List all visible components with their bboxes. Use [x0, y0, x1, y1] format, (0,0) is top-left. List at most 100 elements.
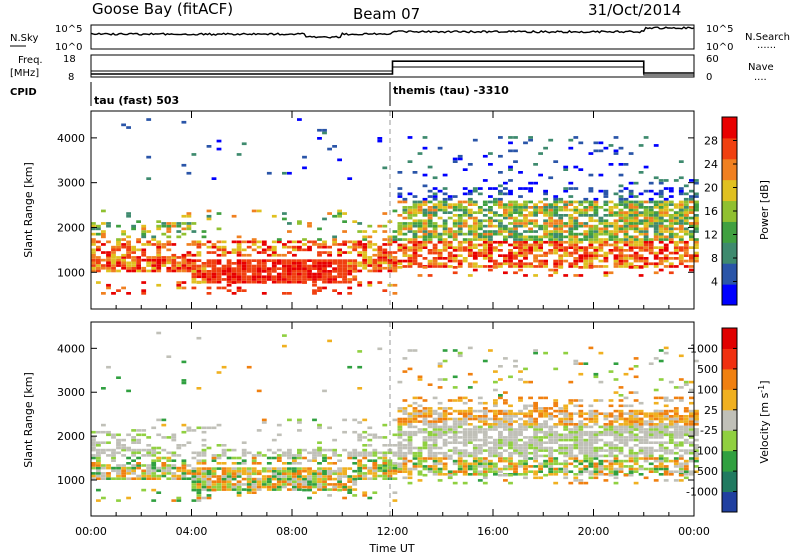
scatter-cell [663, 259, 669, 263]
scatter-cell [452, 214, 458, 217]
scatter-cell [578, 470, 584, 473]
scatter-cell [266, 456, 272, 460]
scatter-cell [583, 206, 589, 209]
scatter-cell [372, 230, 378, 233]
scatter-cell [648, 246, 654, 249]
scatter-cell [427, 420, 433, 423]
scatter-cell [121, 286, 126, 290]
scatter-cell [397, 449, 403, 452]
scatter-cell [467, 189, 473, 193]
scatter-cell [397, 249, 403, 252]
scatter-cell [673, 222, 679, 225]
scatter-cell [402, 420, 408, 423]
scatter-cell [297, 245, 302, 249]
scatter-cell [231, 292, 237, 295]
scatter-cell [106, 365, 111, 369]
scatter-cell [694, 240, 699, 244]
scatter-cell [648, 219, 654, 223]
scatter-cell [427, 235, 433, 239]
scatter-cell [106, 474, 111, 478]
scatter-cell [382, 251, 388, 254]
scatter-cell [618, 214, 624, 217]
scatter-cell [161, 448, 167, 452]
scatter-cell [472, 257, 478, 260]
scatter-cell [327, 477, 332, 481]
scatter-cell [297, 475, 302, 478]
scatter-cell [462, 206, 468, 209]
scatter-cell [276, 475, 282, 478]
scatter-cell [271, 438, 277, 442]
scatter-cell [317, 251, 322, 254]
scatter-cell [332, 262, 337, 265]
scatter-cell [437, 412, 443, 415]
scatter-cell [503, 224, 508, 228]
scatter-cell [533, 420, 538, 423]
scatter-cell [332, 451, 337, 455]
scatter-cell [241, 462, 247, 465]
scatter-cell [432, 208, 438, 212]
scatter-cell [206, 472, 212, 476]
scatter-cell [668, 222, 674, 225]
scatter-cell [538, 249, 543, 252]
scatter-cell [337, 253, 342, 257]
scatter-cell [558, 249, 564, 252]
scatter-cell [186, 441, 192, 444]
scatter-cell [352, 480, 358, 483]
scatter-cell [623, 404, 629, 408]
scatter-cell [503, 457, 508, 460]
scatter-cell [402, 357, 408, 360]
scatter-cell [673, 251, 679, 255]
scatter-cell [282, 485, 287, 489]
scatter-cell [648, 249, 654, 252]
scatter-cell [392, 469, 398, 473]
scatter-cell [608, 454, 614, 458]
scatter-cell [216, 240, 222, 244]
scatter-cell [508, 454, 513, 458]
scatter-cell [498, 454, 503, 458]
scatter-cell [312, 289, 317, 292]
scatter-cell [673, 203, 679, 206]
scatter-cell [287, 240, 292, 244]
scatter-cell [568, 428, 574, 431]
scatter-cell [322, 472, 327, 476]
scatter-cell [653, 459, 659, 463]
scatter-cell [673, 417, 679, 421]
scatter-cell [643, 211, 649, 214]
scatter-cell [372, 266, 378, 270]
scatter-cell [347, 365, 353, 369]
scatter-cell [337, 264, 342, 268]
scatter-cell [206, 264, 212, 268]
scatter-cell [251, 248, 257, 252]
scatter-cell [231, 270, 237, 273]
scatter-cell [658, 203, 664, 206]
scatter-cell [256, 389, 262, 393]
scatter-cell [648, 425, 654, 429]
scatter-cell [553, 259, 559, 263]
scatter-cell [628, 195, 634, 198]
scatter-cell [251, 278, 257, 281]
scatter-cell [287, 270, 292, 273]
scatter-cell [151, 448, 157, 452]
scatter-cell [503, 436, 508, 439]
scatter-cell [673, 412, 679, 415]
scatter-cell [653, 412, 659, 415]
scatter-cell [126, 248, 131, 252]
scatter-cell [372, 448, 378, 452]
scatter-cell [141, 251, 147, 254]
scatter-cell [467, 454, 473, 458]
scatter-cell [613, 136, 619, 139]
scatter-cell [477, 396, 483, 400]
scatter-cell [271, 259, 277, 262]
scatter-cell [231, 248, 237, 252]
scatter-cell [191, 262, 197, 265]
scatter-cell [292, 245, 297, 249]
scatter-cell [533, 473, 538, 476]
scatter-cell [538, 465, 543, 468]
scatter-cell [689, 428, 694, 431]
scatter-cell [462, 249, 468, 252]
scatter-cell [648, 251, 654, 255]
scatter-cell [533, 238, 538, 241]
scatter-cell [588, 243, 594, 247]
